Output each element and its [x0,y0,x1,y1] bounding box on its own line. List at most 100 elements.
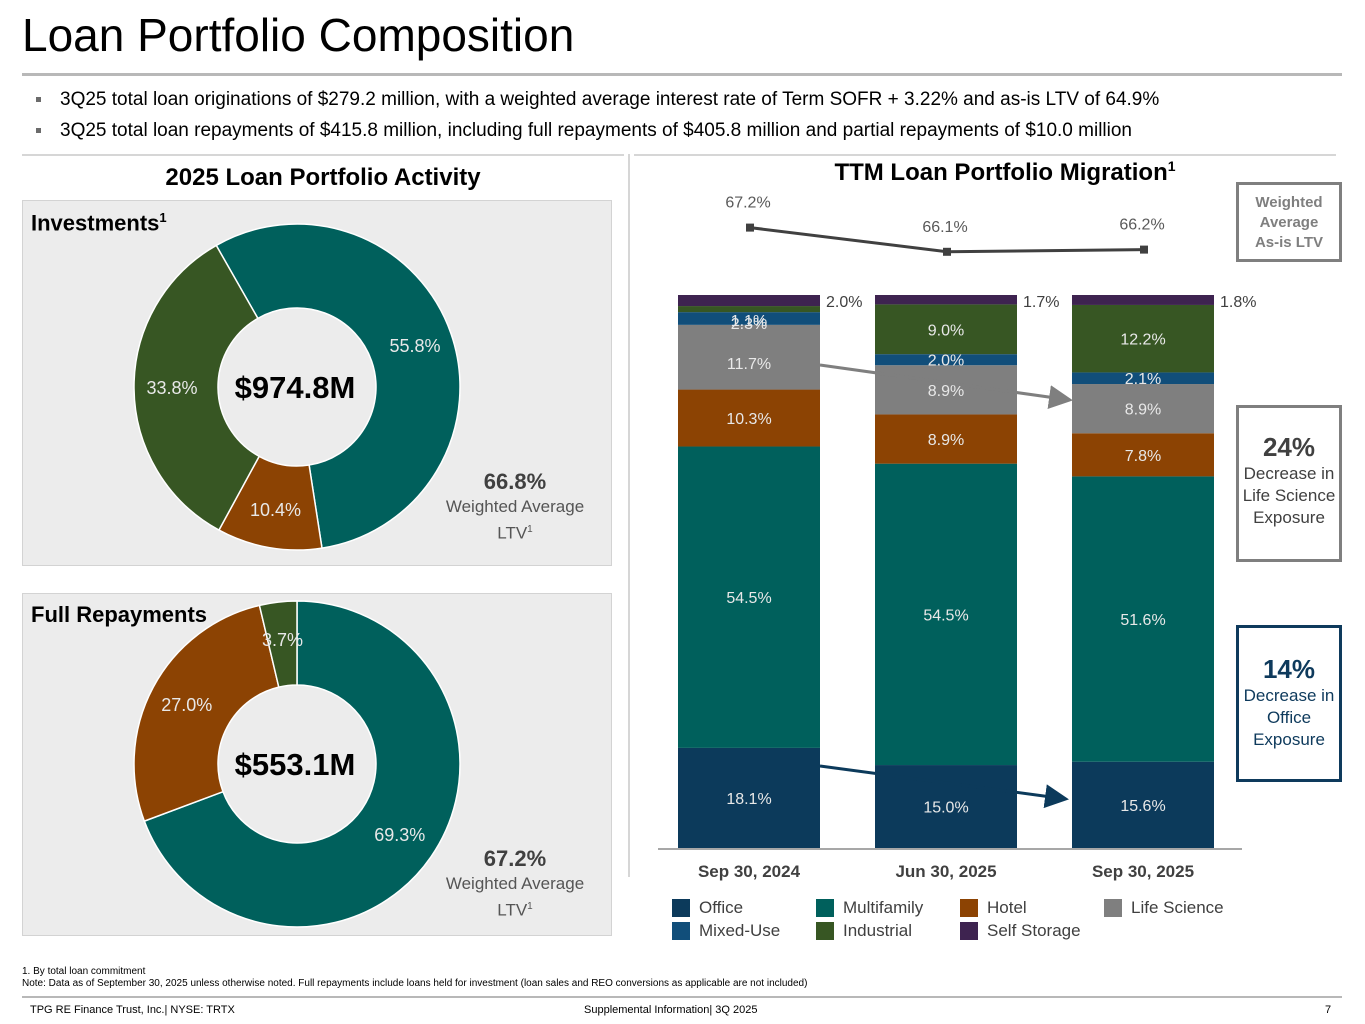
ltv-data-label: 67.2% [725,195,770,212]
legend-label: Life Science [1131,898,1224,917]
data-label-industrial: 12.2% [1120,332,1165,349]
investments-panel: Investments1 55.8% 10.4% 33.8% $974.8M 66.8… [22,200,612,566]
title-divider [22,73,1342,76]
migration-title: TTM Loan Portfolio Migration1 [834,158,1176,186]
donut-center-total: $553.1M [235,747,356,782]
data-label-multifamily: 51.6% [1120,612,1165,629]
data-label-hotel: 8.9% [928,432,964,449]
bar-segment-industrial [1072,304,1214,373]
footer-divider [22,996,1342,998]
legend-office: Office [672,898,743,918]
legend-label: Multifamily [843,898,924,917]
callout-text: Exposure [1253,730,1325,749]
x-axis-label: Sep 30, 2025 [1092,862,1194,881]
bar-segment-mixed-use [875,354,1017,366]
investments-donut-chart: 55.8% 10.4% 33.8% $974.8M [133,223,461,551]
repayments-panel: Full Repayments 69.3% 27.0% 3.7% $553.1M 67… [22,593,612,936]
bullet-text: 3Q25 total loan repayments of $415.8 mil… [60,120,1132,141]
legend-mixed-use: Mixed-Use [672,921,780,941]
bar-segment-industrial [875,304,1017,355]
bar-segment-hotel [875,414,1017,464]
data-label-hotel: 10.3% [726,411,771,428]
legend-label: Hotel [987,898,1027,917]
legend-label: Industrial [843,921,912,940]
bar-segment-self-storage [875,295,1017,305]
investments-ltv: 66.8% Weighted Average LTV1 [435,469,595,545]
life-science-callout: 24% Decrease in Life Science Exposure [1236,405,1342,562]
data-label-self-storage: 1.7% [1023,294,1059,311]
callout-text: Exposure [1253,508,1325,527]
donut-data-label: 27.0% [161,695,212,715]
donut-data-label: 69.3% [374,825,425,845]
bullet-repayments: 3Q25 total loan repayments of $415.8 mil… [36,115,1159,146]
bar-segment-self-storage [1072,295,1214,305]
bar-segment-life-science [1072,384,1214,434]
data-label-life-science: 8.9% [928,383,964,400]
donut-data-label: 3.7% [262,630,303,650]
legend-label: Self Storage [987,921,1081,940]
data-label-life-science: 11.7% [727,356,771,373]
legend-life-science: Life Science [1104,898,1224,918]
ltv-point [746,223,754,232]
page-title: Loan Portfolio Composition [22,9,575,61]
legend-self-storage: Self Storage [960,921,1081,941]
office-callout: 14% Decrease in Office Exposure [1236,625,1342,782]
legend-swatch [1104,899,1122,917]
callout-text: Decrease in [1243,686,1335,705]
data-label-industrial: 9.0% [928,322,964,339]
data-label-life-science: 8.9% [1125,402,1161,419]
repayments-label: Full Repayments [31,602,208,627]
ltv-legend-line: As-is LTV [1254,234,1324,251]
legend-swatch [816,922,834,940]
data-label-mixed-use: 2.1% [1125,371,1161,388]
data-label-mixed-use: 2.3% [731,316,767,333]
repayments-donut-chart: 69.3% 27.0% 3.7% $553.1M [133,600,461,928]
bar-segment-industrial [678,306,820,313]
donut-slice-hotel [133,604,280,823]
bullet-originations: 3Q25 total loan originations of $279.2 m… [36,84,1159,115]
summary-bullets: 3Q25 total loan originations of $279.2 m… [36,84,1159,146]
bar-segment-hotel [1072,433,1214,477]
legend-industrial: Industrial [816,921,912,941]
bar-segment-life-science [678,324,820,390]
legend-label: Office [699,898,744,917]
callout-text: Office [1266,708,1312,727]
legend-swatch [672,922,690,940]
ltv-legend-line: Average [1259,214,1319,231]
donut-data-label: 55.8% [389,336,440,356]
legend-label: Mixed-Use [699,921,781,940]
life-science-trend-arrow [819,363,1073,409]
donut-data-label: 33.8% [146,378,197,398]
footer-center: Supplemental Information| 3Q 2025 [584,1004,758,1016]
bar-segment-office [1072,761,1214,848]
ltv-legend-box: Weighted Average As-is LTV [1236,182,1342,262]
bar-segment-office [875,765,1017,848]
data-label-self-storage: 2.0% [826,294,862,311]
bar-segment-self-storage [678,295,820,307]
repayments-ltv: 67.2% Weighted Average LTV1 [435,846,595,922]
activity-title: 2025 Loan Portfolio Activity [165,164,481,191]
footnote-1: 1. By total loan commitment [22,966,146,977]
data-label-hotel: 7.8% [1125,448,1161,465]
callout-text: Life Science [1242,486,1336,505]
investments-label: Investments1 [31,210,167,236]
ltv-label-line2: LTV1 [497,523,533,543]
ltv-legend-line: Weighted [1255,194,1323,211]
callout-value: 24% [1262,432,1316,462]
data-label-mixed-use: 2.0% [928,353,964,370]
bar-segment-hotel [678,389,820,447]
legend-swatch [672,899,690,917]
data-label-office: 18.1% [726,791,771,808]
footnote-note: Note: Data as of September 30, 2025 unle… [22,978,808,989]
bullet-marker-icon [36,97,41,102]
data-label-industrial: 1.1% [731,313,767,330]
x-axis-label: Jun 30, 2025 [895,862,996,881]
bar-segment-multifamily [1072,476,1214,762]
data-label-office: 15.6% [1120,798,1165,815]
bar-segment-office [678,747,820,848]
ltv-value: 66.8% [483,469,547,494]
ltv-label: Weighted Average [445,497,585,516]
legend-multifamily: Multifamily [816,898,923,918]
callout-text: Decrease in [1243,464,1335,483]
migration-stacked-bar-chart: Sep 30, 2024 Jun 30, 2025 Sep 30, 2025 18.1… [658,195,1256,881]
